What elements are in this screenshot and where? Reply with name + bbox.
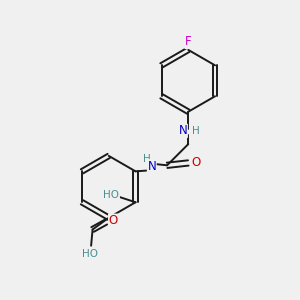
- Text: O: O: [109, 214, 118, 227]
- Text: O: O: [191, 157, 200, 169]
- Text: N: N: [147, 160, 156, 173]
- Text: H: H: [143, 154, 151, 164]
- Text: HO: HO: [82, 249, 98, 259]
- Text: N: N: [178, 124, 188, 137]
- Text: HO: HO: [103, 190, 119, 200]
- Text: F: F: [185, 35, 192, 48]
- Text: H: H: [192, 126, 200, 136]
